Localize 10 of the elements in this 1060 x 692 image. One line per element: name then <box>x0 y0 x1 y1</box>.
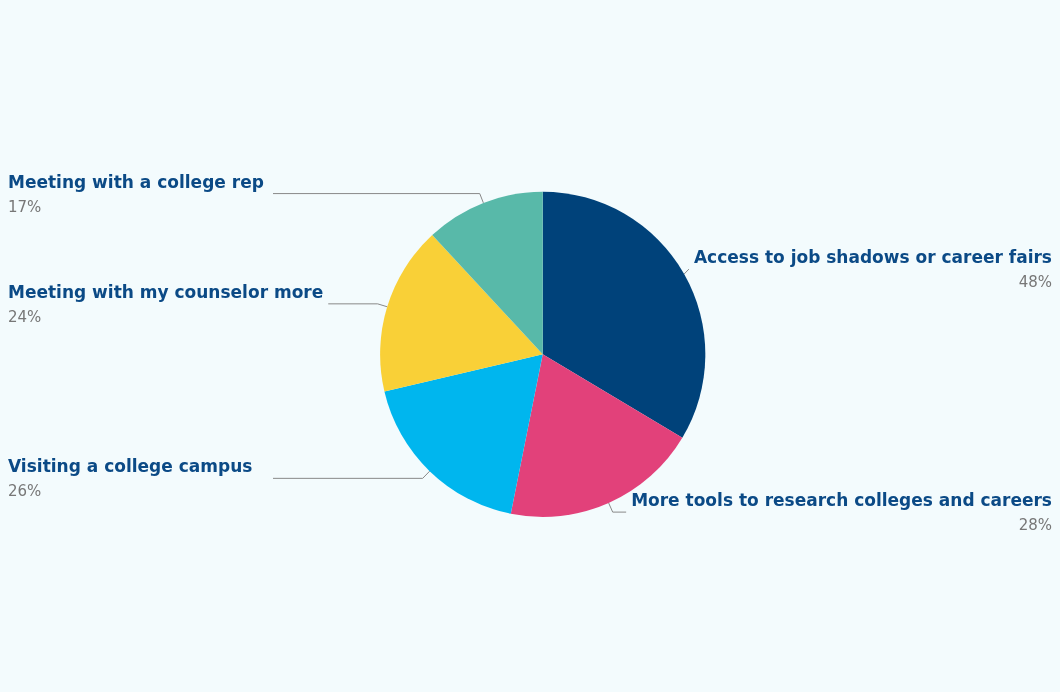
slice-label: Meeting with my counselor more <box>8 281 324 302</box>
data-label: 26% <box>8 482 42 501</box>
slice-label: More tools to research colleges and careers <box>631 490 1052 511</box>
slice-label: Meeting with a college rep <box>8 171 264 192</box>
data-label: 24% <box>8 307 42 326</box>
data-label: 28% <box>1018 516 1052 535</box>
data-label: 48% <box>1018 273 1052 292</box>
slice-label: Access to job shadows or career fairs <box>693 247 1052 268</box>
slice-label: Visiting a college campus <box>8 456 253 477</box>
data-label: 17% <box>8 197 42 216</box>
